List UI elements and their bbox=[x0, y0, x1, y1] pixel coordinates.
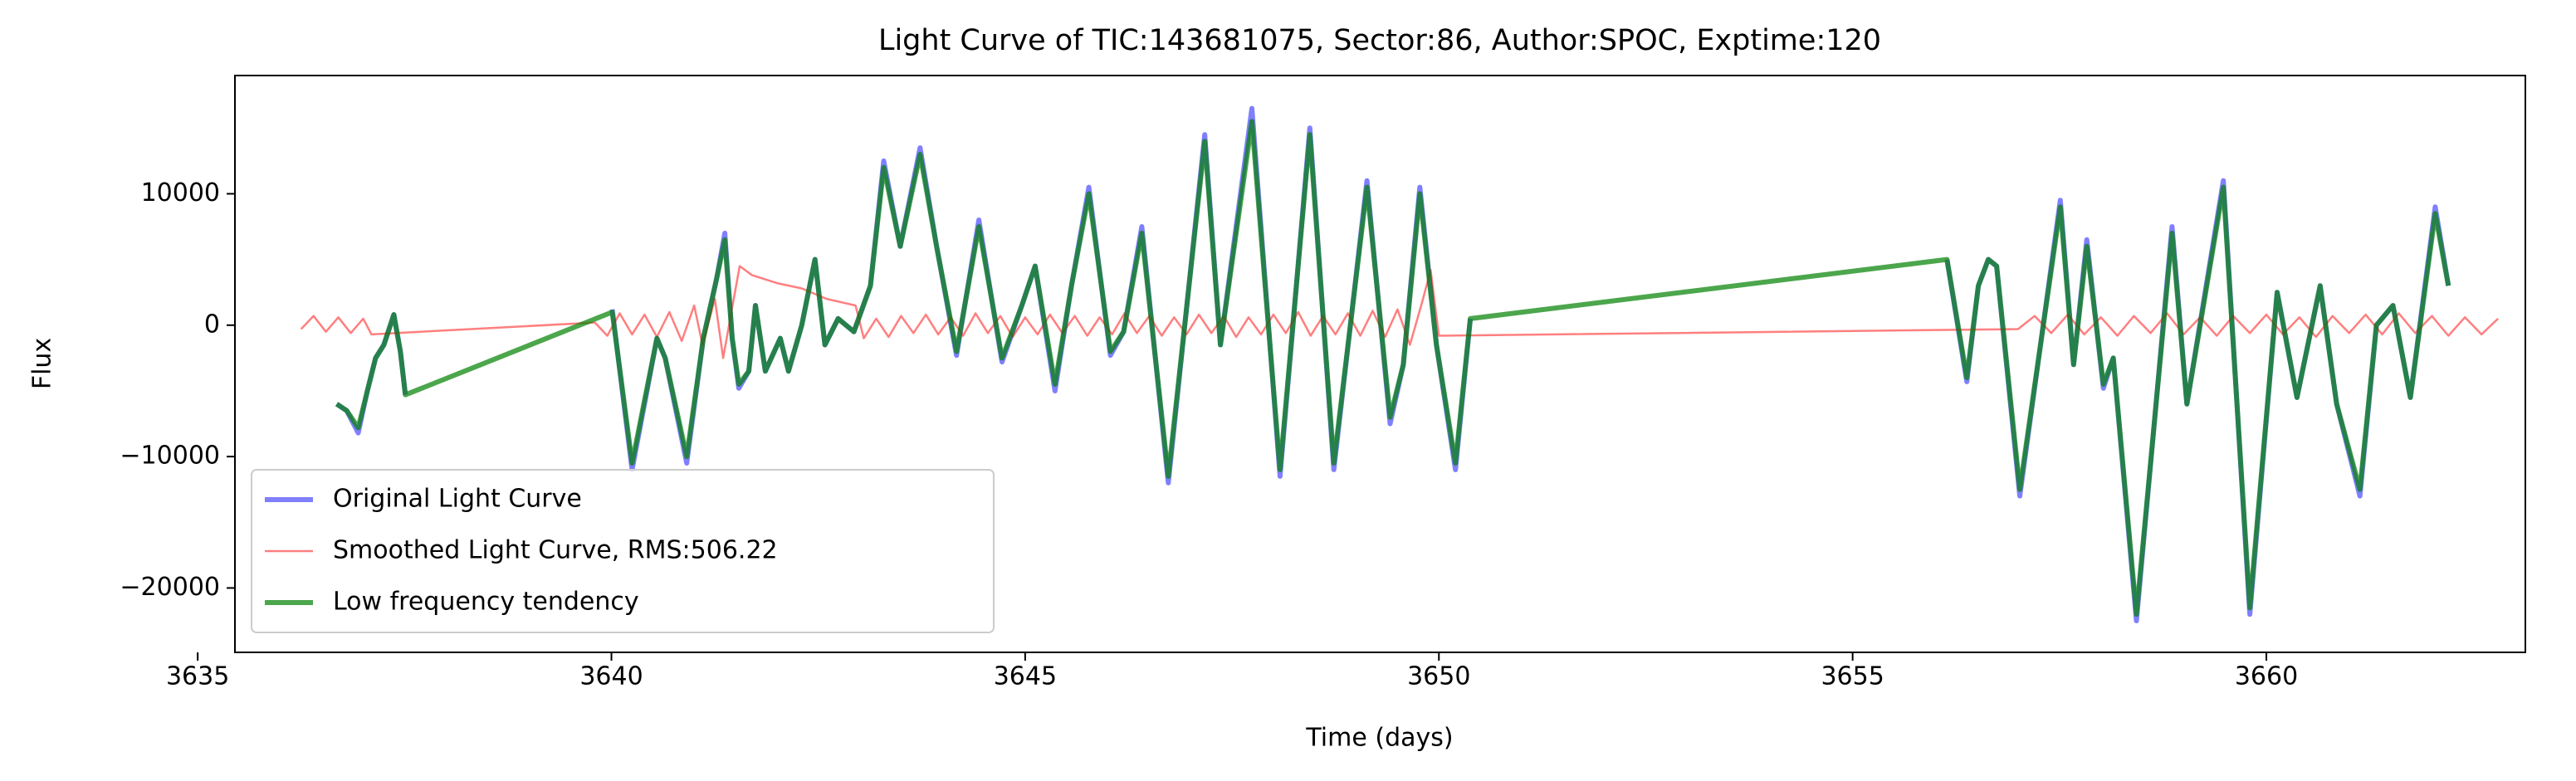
x-tick-label: 3660 bbox=[2235, 662, 2298, 691]
x-axis-label: Time (days) bbox=[1305, 724, 1453, 753]
plot-frame bbox=[234, 75, 2526, 653]
legend-label: Low frequency tendency bbox=[333, 588, 639, 617]
legend-box bbox=[251, 469, 995, 633]
y-tick-label: −20000 bbox=[120, 573, 220, 602]
x-tick-label: 3635 bbox=[166, 662, 229, 691]
y-tick-label: 0 bbox=[204, 310, 220, 339]
x-tick-label: 3640 bbox=[579, 662, 643, 691]
chart-title: Light Curve of TIC:143681075, Sector:86,… bbox=[878, 24, 1881, 57]
legend-label: Smoothed Light Curve, RMS:506.22 bbox=[333, 536, 778, 565]
x-tick-label: 3650 bbox=[1407, 662, 1470, 691]
legend-label: Original Light Curve bbox=[333, 485, 582, 514]
y-tick-label: 10000 bbox=[141, 178, 220, 207]
x-tick-label: 3655 bbox=[1821, 662, 1884, 691]
y-axis-label: Flux bbox=[28, 338, 57, 389]
x-tick-label: 3645 bbox=[994, 662, 1057, 691]
series-line bbox=[335, 119, 2451, 617]
series-line bbox=[300, 265, 2499, 359]
y-tick-label: −10000 bbox=[120, 442, 220, 471]
